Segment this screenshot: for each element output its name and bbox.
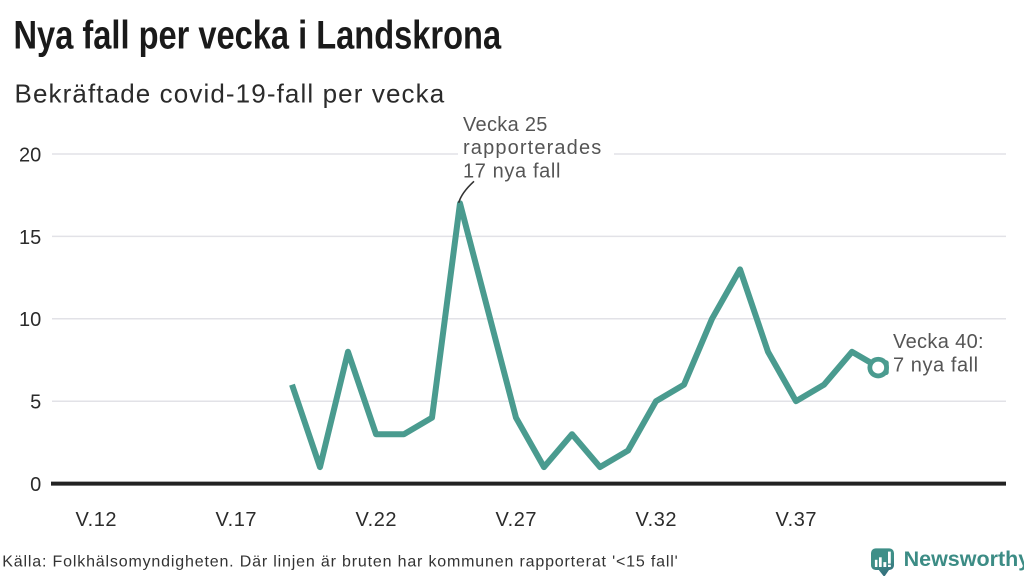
svg-text:V.17: V.17 <box>216 509 257 531</box>
svg-text:Newsworthy: Newsworthy <box>904 547 1024 571</box>
svg-text:V.22: V.22 <box>356 509 397 531</box>
svg-text:0: 0 <box>30 474 41 496</box>
svg-text:15: 15 <box>19 227 41 249</box>
svg-text:Bekräftade covid-19-fall per v: Bekräftade covid-19-fall per vecka <box>15 78 445 108</box>
svg-text:10: 10 <box>19 309 41 331</box>
svg-text:7 nya fall: 7 nya fall <box>893 354 978 376</box>
svg-text:Nya fall per vecka i Landskron: Nya fall per vecka i Landskrona <box>14 14 502 58</box>
svg-text:Vecka 25: Vecka 25 <box>463 114 547 136</box>
svg-text:Källa: Folkhälsomyndigheten. D: Källa: Folkhälsomyndigheten. Där linjen … <box>2 554 677 571</box>
svg-text:20: 20 <box>19 144 41 166</box>
svg-text:5: 5 <box>30 392 41 414</box>
svg-text:V.12: V.12 <box>76 509 117 531</box>
svg-text:rapporterades: rapporterades <box>463 137 601 159</box>
svg-text:Vecka 40:: Vecka 40: <box>893 331 984 353</box>
svg-text:V.37: V.37 <box>776 509 817 531</box>
svg-text:17 nya fall: 17 nya fall <box>463 160 560 182</box>
svg-text:V.32: V.32 <box>636 509 677 531</box>
svg-text:V.27: V.27 <box>496 509 537 531</box>
